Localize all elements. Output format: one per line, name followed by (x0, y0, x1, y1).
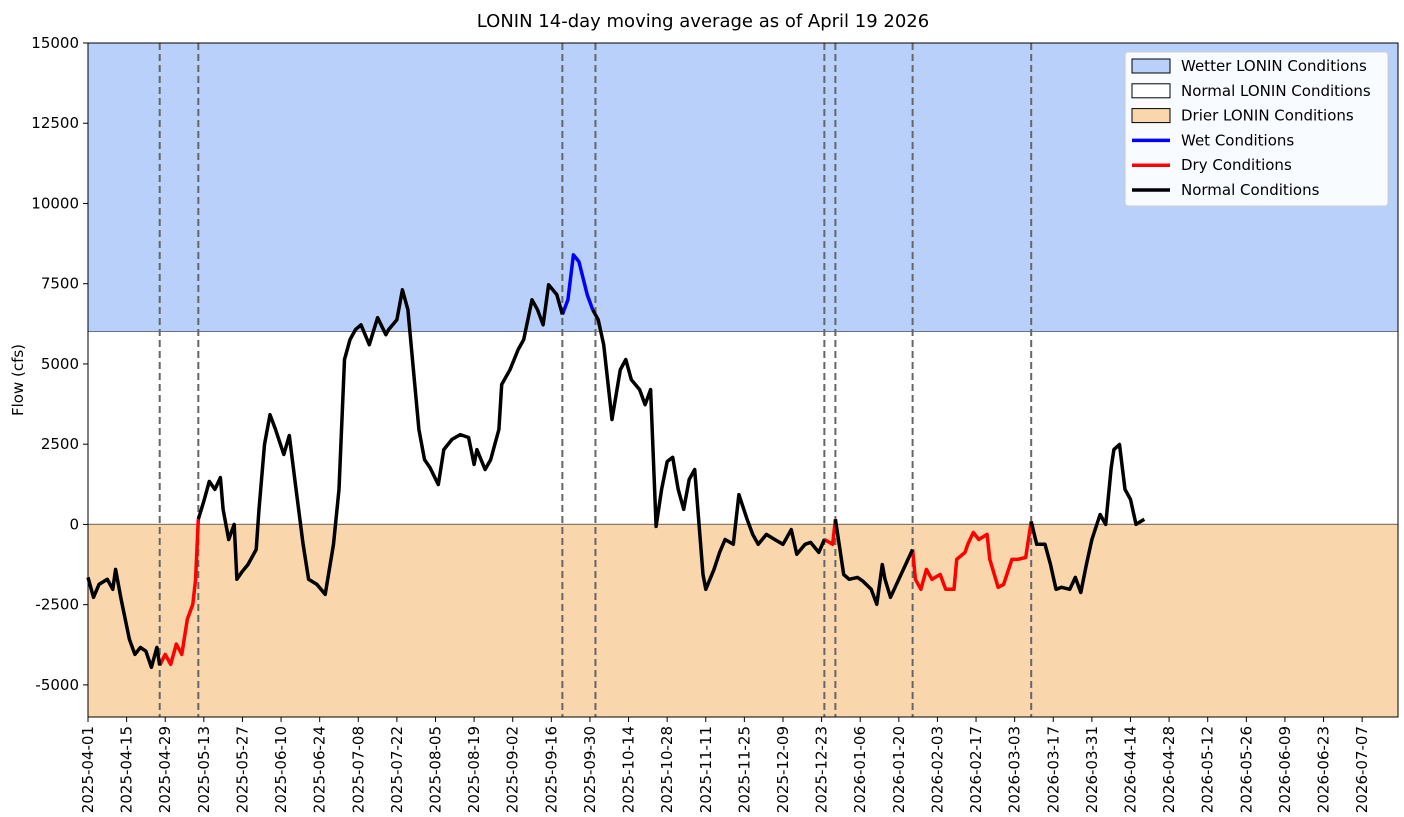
x-tick-label: 2026-01-06 (851, 726, 869, 813)
legend-swatch (1131, 108, 1171, 124)
legend-box (1124, 51, 1389, 207)
x-tick-label: 2025-07-08 (349, 726, 367, 813)
x-tick-label: 2026-04-14 (1121, 726, 1139, 813)
y-tick-label: 0 (69, 515, 79, 533)
legend-label: Normal LONIN Conditions (1181, 82, 1371, 100)
legend-label: Drier LONIN Conditions (1181, 107, 1354, 125)
legend-label: Wetter LONIN Conditions (1181, 57, 1367, 75)
y-tick-label: -2500 (35, 596, 79, 614)
x-tick-label: 2026-06-23 (1315, 726, 1333, 813)
legend-swatch (1131, 83, 1171, 99)
x-tick-label: 2025-04-29 (156, 726, 174, 813)
legend-label: Dry Conditions (1181, 156, 1292, 174)
x-tick-label: 2026-07-07 (1353, 726, 1371, 813)
y-tick-label: -5000 (35, 676, 79, 694)
legend-label: Wet Conditions (1181, 131, 1294, 149)
x-tick-label: 2025-04-01 (79, 726, 97, 813)
y-tick-label: 7500 (41, 275, 79, 293)
x-tick-label: 2025-06-10 (272, 726, 290, 813)
x-tick-label: 2026-04-28 (1160, 726, 1178, 813)
x-tick-label: 2025-04-15 (118, 726, 136, 813)
y-axis-label: Flow (cfs) (9, 344, 27, 416)
legend-label: Normal Conditions (1181, 181, 1320, 199)
x-tick-label: 2025-09-30 (581, 726, 599, 813)
x-tick-label: 2026-01-20 (890, 726, 908, 813)
x-tick-label: 2026-05-26 (1237, 726, 1255, 813)
x-tick-label: 2025-09-16 (542, 726, 560, 813)
x-tick-label: 2026-03-03 (1006, 726, 1024, 813)
y-tick-label: 2500 (41, 435, 79, 453)
x-tick-label: 2025-09-02 (504, 726, 522, 813)
legend: Wetter LONIN Conditions Normal LONIN Cond… (1124, 51, 1389, 207)
x-tick-label: 2026-05-12 (1199, 726, 1217, 813)
y-tick-label: 10000 (31, 194, 79, 212)
x-tick-label: 2025-12-09 (774, 726, 792, 813)
series-line (560, 253, 595, 316)
condition-band (88, 331, 1398, 525)
x-tick-label: 2025-07-22 (388, 726, 406, 813)
x-tick-label: 2025-05-13 (195, 726, 213, 813)
x-tick-label: 2026-03-17 (1044, 726, 1062, 813)
x-tick-label: 2026-06-09 (1276, 726, 1294, 813)
y-tick-label: 15000 (31, 34, 79, 52)
x-tick-label: 2025-08-05 (426, 726, 444, 813)
x-tick-label: 2025-08-19 (465, 726, 483, 813)
x-tick-label: 2025-10-14 (620, 726, 638, 813)
x-tick-label: 2026-02-17 (967, 726, 985, 813)
condition-band (88, 524, 1398, 717)
plot-frame (87, 42, 1399, 718)
y-tick-label: 5000 (41, 355, 79, 373)
series-line (86, 282, 1146, 670)
x-tick-label: 2025-11-11 (697, 726, 715, 813)
x-tick-label: 2025-10-28 (658, 726, 676, 813)
legend-swatch (1131, 58, 1171, 74)
x-tick-label: 2025-06-24 (311, 726, 329, 813)
x-tick-label: 2025-05-27 (233, 726, 251, 813)
chart-title: LONIN 14-day moving average as of April … (477, 11, 929, 32)
series-line (158, 519, 1033, 667)
y-tick-label: 12500 (31, 114, 79, 132)
x-tick-label: 2026-03-31 (1083, 726, 1101, 813)
x-tick-label: 2026-02-03 (928, 726, 946, 813)
x-tick-label: 2025-12-23 (813, 726, 831, 813)
x-tick-label: 2025-11-25 (735, 726, 753, 813)
